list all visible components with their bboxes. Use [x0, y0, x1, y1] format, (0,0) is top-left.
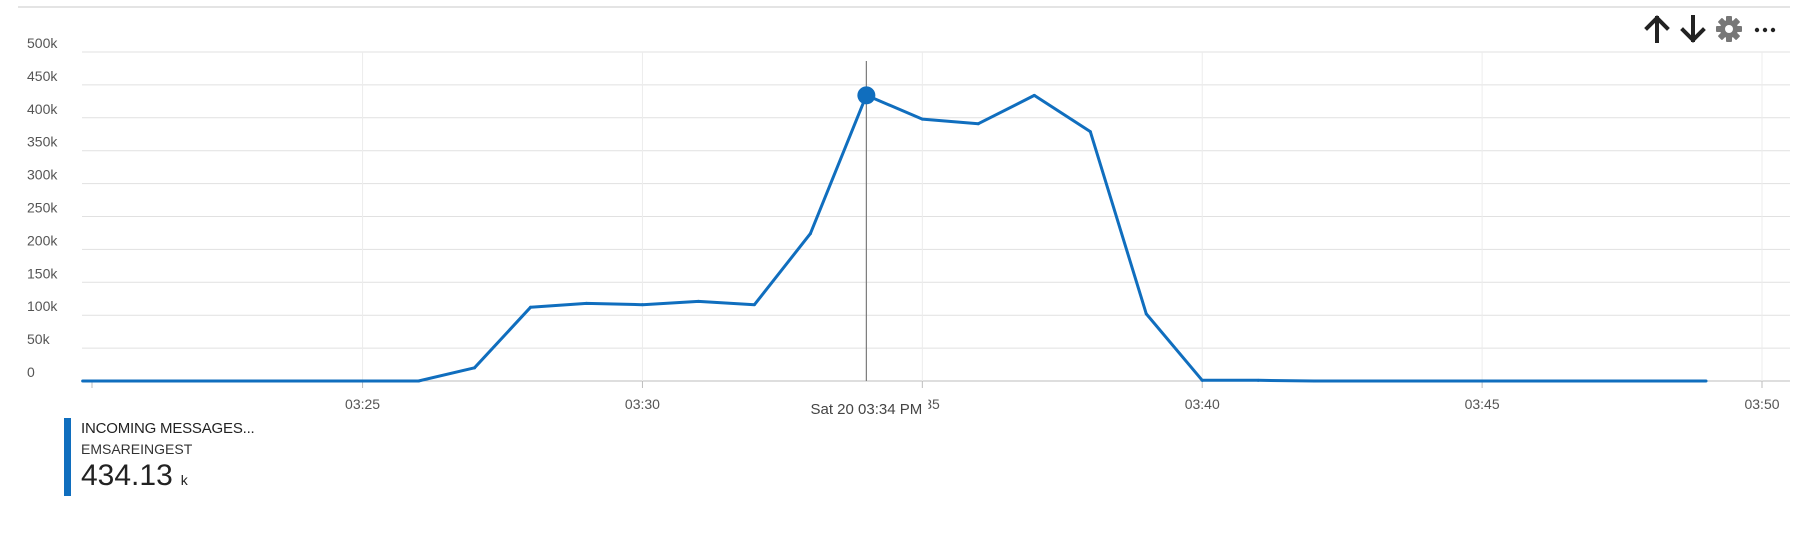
data-point [1032, 93, 1036, 97]
x-tick-label: 03:40 [1185, 396, 1220, 412]
x-tick-label: 03:45 [1465, 396, 1500, 412]
y-tick-label: 100k [27, 298, 58, 314]
data-point [417, 379, 421, 383]
data-point [976, 122, 980, 126]
y-tick-label: 150k [27, 265, 58, 281]
data-point [1368, 379, 1372, 383]
data-point [473, 366, 477, 370]
y-tick-label: 0 [27, 364, 35, 380]
legend-metric-name: INCOMING MESSAGES... [81, 420, 255, 437]
series-line [82, 93, 1706, 383]
y-tick-label: 300k [27, 167, 58, 183]
x-tick-label: 03:50 [1744, 396, 1779, 412]
data-point [808, 232, 812, 236]
data-point [584, 301, 588, 305]
data-point [1312, 379, 1316, 383]
data-point [81, 379, 85, 383]
y-tick-label: 500k [27, 35, 58, 51]
data-point [361, 379, 365, 383]
data-point [752, 303, 756, 307]
arrow-up-icon[interactable] [1642, 14, 1672, 44]
data-point [696, 299, 700, 303]
y-tick-label: 250k [27, 200, 58, 216]
chart-canvas[interactable]: 0 50k 100k 150k 200k 250k 300k 350k 400k 450k 500k… [0, 0, 1798, 420]
data-point [528, 305, 532, 309]
data-point [1088, 130, 1092, 134]
cursor-label-bg [804, 398, 929, 416]
data-point [1424, 379, 1428, 383]
chart-legend[interactable]: INCOMING MESSAGES... EMSAREINGEST 434.13… [64, 418, 255, 496]
gear-icon[interactable] [1714, 14, 1744, 44]
more-icon[interactable] [1750, 14, 1780, 44]
data-point [1704, 379, 1708, 383]
cursor-time-label: Sat 20 03:34 PM [810, 401, 922, 418]
y-tick-label: 400k [27, 101, 58, 117]
data-point [1592, 379, 1596, 383]
data-point [640, 303, 644, 307]
data-point [193, 379, 197, 383]
data-point [920, 117, 924, 121]
legend-value: 434.13 k [81, 459, 255, 493]
legend-resource-name: EMSAREINGEST [81, 441, 193, 457]
data-point [1480, 379, 1484, 383]
y-tick-label: 200k [27, 232, 58, 248]
data-point [1648, 379, 1652, 383]
y-tick-label: 50k [27, 331, 51, 347]
data-point [137, 379, 141, 383]
chart-toolbar [1642, 14, 1780, 44]
data-point [249, 379, 253, 383]
x-tick-label: 03:30 [625, 396, 660, 412]
hover-point-marker [857, 86, 876, 105]
legend-value-unit: k [180, 472, 188, 488]
legend-value-number: 434.13 [81, 459, 173, 492]
arrow-down-icon[interactable] [1678, 14, 1708, 44]
data-point [1144, 312, 1148, 316]
data-point [305, 379, 309, 383]
line-chart[interactable]: 0 50k 100k 150k 200k 250k 300k 350k 400k 450k 500k… [0, 0, 1798, 420]
data-point [1536, 379, 1540, 383]
y-tick-label: 450k [27, 68, 58, 84]
data-point [1200, 378, 1204, 382]
y-tick-label: 350k [27, 134, 58, 150]
x-tick-label: 03:25 [345, 396, 380, 412]
data-point [1256, 378, 1260, 382]
